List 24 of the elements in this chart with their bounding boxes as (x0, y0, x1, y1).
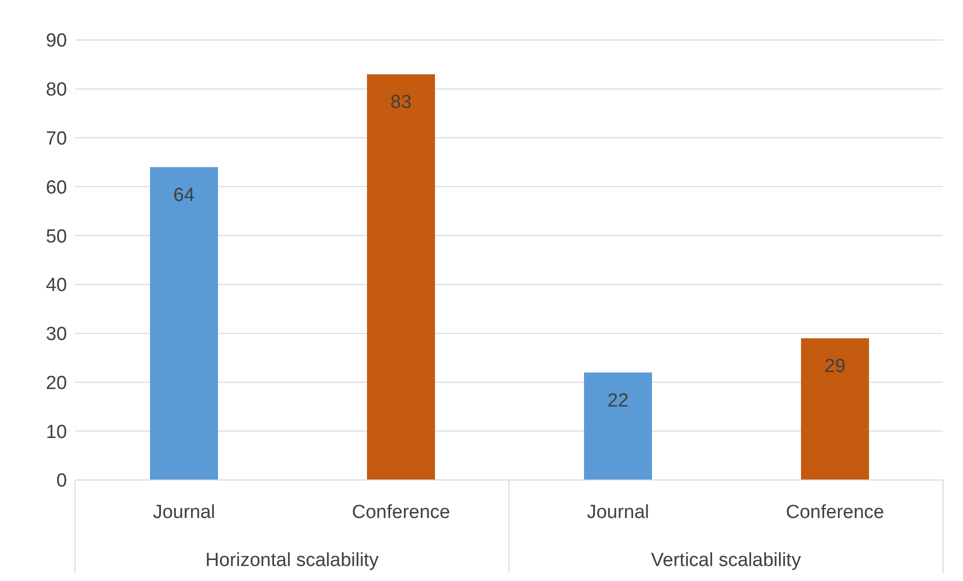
y-tick-label: 60 (46, 177, 67, 198)
data-label: 64 (173, 185, 195, 206)
y-tick-label: 80 (46, 80, 67, 101)
y-tick-label: 30 (46, 324, 67, 346)
series-label: Journal (152, 502, 216, 523)
bar (150, 167, 218, 480)
data-label: 29 (824, 356, 846, 378)
x-tick-label: Horizontal scalability (205, 550, 380, 571)
y-tick-label: 10 (46, 422, 67, 443)
y-tick-label: 40 (46, 275, 67, 296)
y-tick-label: 50 (46, 226, 67, 248)
data-label: 83 (390, 92, 412, 114)
x-tick-label: Vertical scalability (651, 550, 802, 571)
bar (367, 74, 435, 480)
bar (584, 372, 652, 480)
bar (801, 338, 869, 480)
y-tick-label: 90 (46, 30, 67, 52)
series-label: Conference (352, 502, 450, 523)
data-label: 22 (607, 390, 629, 412)
y-tick-label: 70 (46, 128, 67, 150)
y-tick-label: 20 (46, 372, 67, 394)
text: Journal (586, 502, 650, 523)
y-tick-label: 0 (56, 470, 67, 492)
text: Conference (786, 502, 884, 523)
